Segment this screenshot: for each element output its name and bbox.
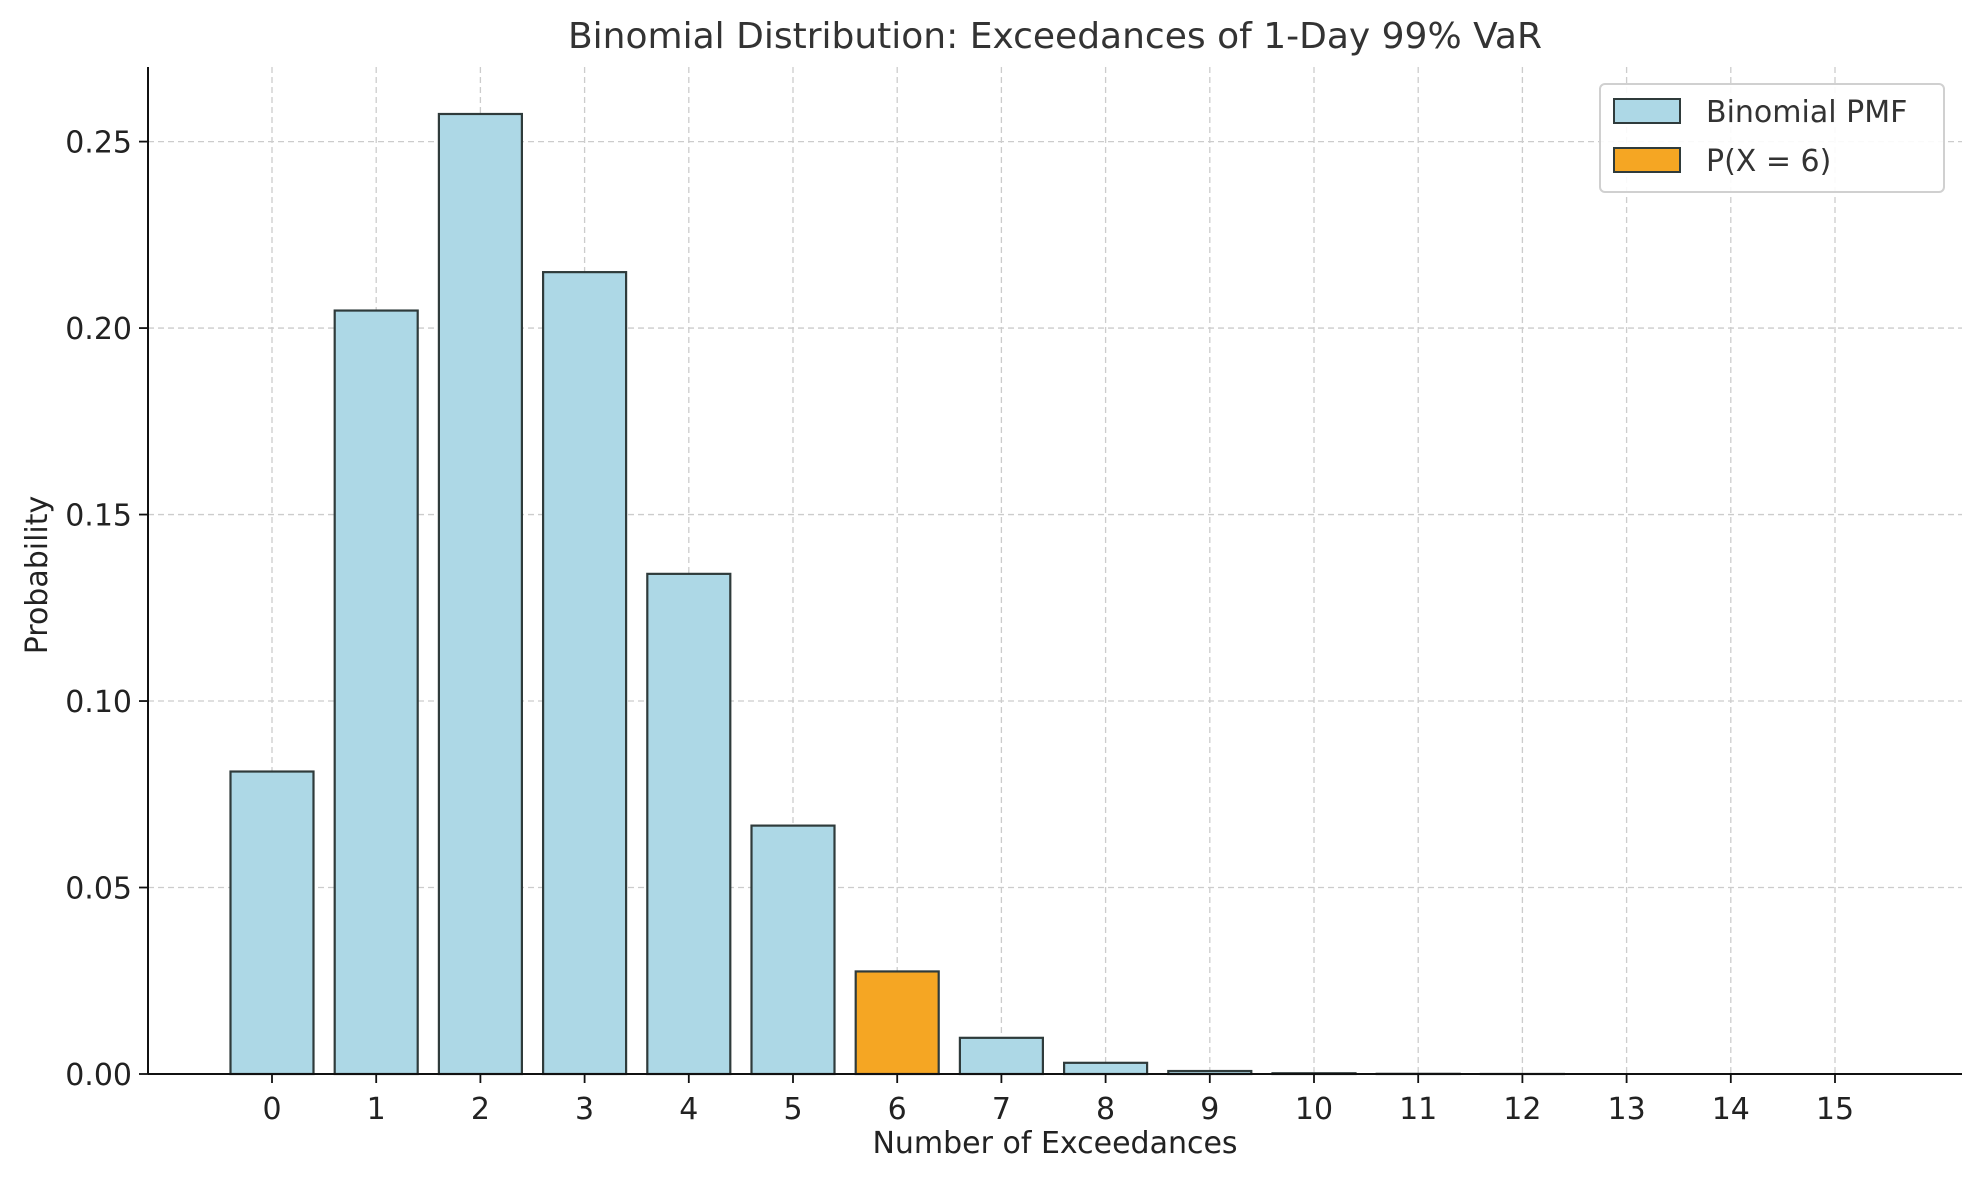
- grid-layer: [148, 67, 1962, 1075]
- y-tick-label: 0.00: [65, 1058, 132, 1093]
- legend: Binomial PMF P(X = 6): [1599, 83, 1945, 193]
- bar-7: [958, 1036, 1045, 1076]
- bar-8: [1062, 1061, 1149, 1076]
- x-tick-label: 3: [575, 1092, 594, 1127]
- y-tick-label: 0.15: [65, 499, 132, 534]
- x-tick-label: 6: [888, 1092, 907, 1127]
- x-tick-label: 0: [262, 1092, 281, 1127]
- x-tick-label: 2: [471, 1092, 490, 1127]
- legend-label-highlight: P(X = 6): [1706, 144, 1831, 179]
- bar-2: [437, 112, 523, 1076]
- x-axis-label: Number of Exceedances: [872, 1126, 1237, 1161]
- legend-box: [1599, 83, 1945, 193]
- y-axis-label: Probability: [20, 496, 55, 655]
- x-tick-label: 9: [1200, 1092, 1219, 1127]
- x-tick-label: 1: [367, 1092, 386, 1127]
- x-tick-label: 14: [1712, 1092, 1750, 1127]
- bar-3: [541, 271, 628, 1076]
- x-tick-label: 12: [1503, 1092, 1541, 1127]
- chart-title: Binomial Distribution: Exceedances of 1-…: [568, 16, 1542, 57]
- bars-layer: [229, 112, 1566, 1076]
- y-tick-label: 0.20: [65, 312, 132, 347]
- x-tick-label: 11: [1399, 1092, 1437, 1127]
- axes-layer: [147, 67, 1962, 1075]
- bar-5: [750, 824, 836, 1076]
- y-tick-label: 0.25: [65, 126, 132, 161]
- legend-swatch-highlight: [1613, 147, 1681, 173]
- x-tick-label: 8: [1096, 1092, 1115, 1127]
- x-tick-label: 10: [1295, 1092, 1333, 1127]
- ticks-layer: 0.000.050.100.150.200.250 1 2 3 4 5 6 7 8 9 10 11 12…: [65, 126, 1854, 1127]
- bar-highlight-6: [854, 970, 940, 1076]
- x-tick-label: 13: [1608, 1092, 1646, 1127]
- y-tick-label: 0.05: [65, 872, 132, 907]
- x-tick-label: 4: [679, 1092, 698, 1127]
- x-tick-label: 7: [992, 1092, 1011, 1127]
- y-tick-label: 0.10: [65, 685, 132, 720]
- legend-swatch-binomial-pmf: [1613, 98, 1681, 124]
- bar-0: [229, 770, 315, 1076]
- x-tick-label: 5: [783, 1092, 802, 1127]
- bar-1: [333, 309, 419, 1076]
- x-tick-label: 15: [1816, 1092, 1854, 1127]
- legend-label-binomial-pmf: Binomial PMF: [1706, 95, 1907, 130]
- bar-4: [646, 572, 732, 1076]
